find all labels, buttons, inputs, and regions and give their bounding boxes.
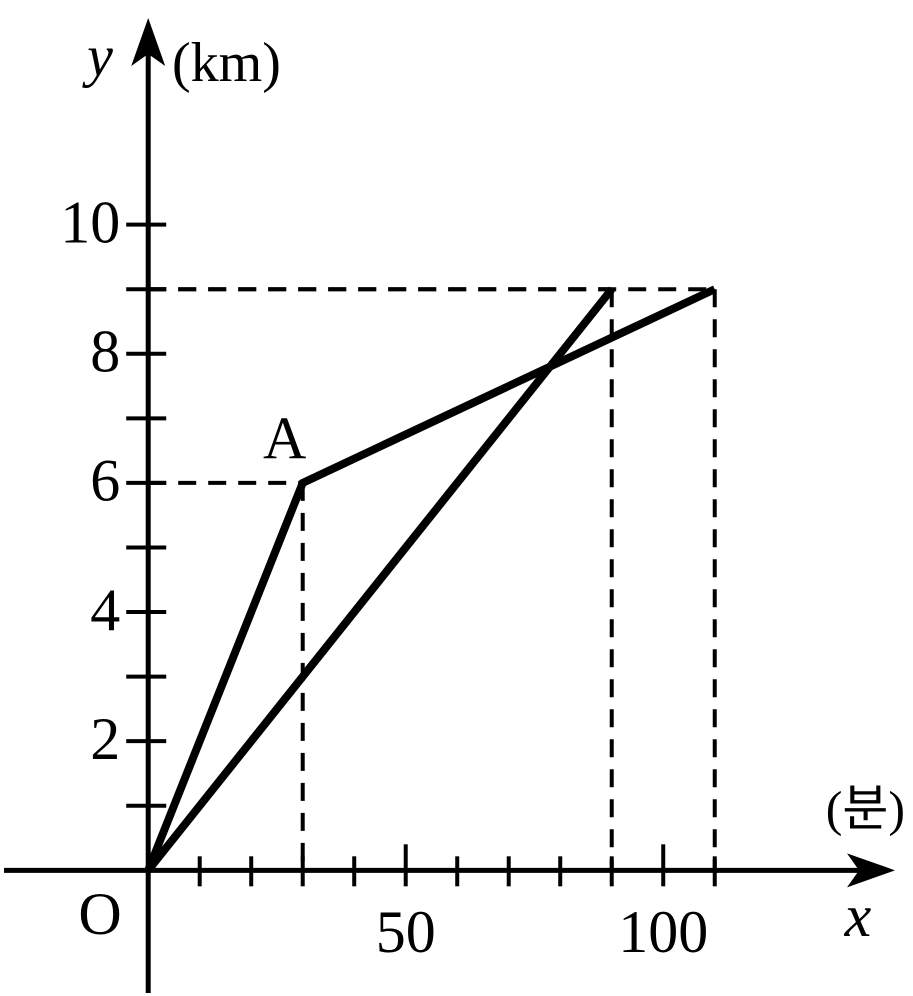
series-line — [144, 285, 717, 872]
x-axis-label: x — [844, 883, 872, 949]
y-axis-unit: (km) — [172, 32, 281, 94]
y-tick-label: 2 — [90, 706, 120, 772]
x-tick-label: 100 — [618, 899, 708, 965]
point-label: A — [263, 406, 306, 472]
y-axis-arrow — [131, 18, 166, 66]
x-axis-unit: (분) — [826, 780, 905, 836]
y-tick-label: 10 — [60, 189, 120, 255]
y-axis-label: y — [82, 23, 113, 88]
y-tick-label: 4 — [90, 577, 120, 643]
series-line — [145, 286, 615, 873]
origin-label: O — [78, 881, 121, 947]
x-axis-arrow — [847, 853, 895, 888]
y-tick-label: 8 — [90, 319, 120, 385]
y-tick-label: 6 — [90, 448, 120, 514]
x-tick-label: 50 — [376, 899, 436, 965]
